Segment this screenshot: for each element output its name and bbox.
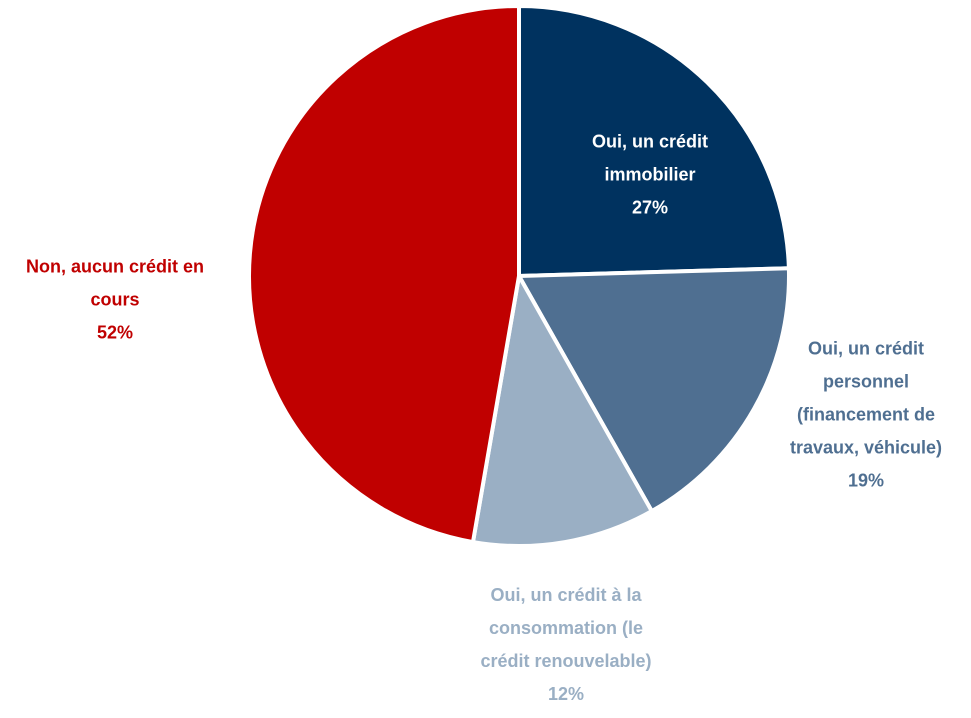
value-label: 27% <box>631 197 669 218</box>
pie-slice <box>517 3 791 279</box>
value-label: 19% <box>847 470 885 491</box>
value-label: 52% <box>96 322 134 343</box>
slice-label: Oui, un crédit à la consommation (le cré… <box>466 579 666 711</box>
category-label: Non, aucun crédit en cours <box>25 256 205 310</box>
category-label: Oui, un crédit à la consommation (le cré… <box>480 585 652 671</box>
slice-label: Non, aucun crédit en cours 52% <box>0 251 230 350</box>
category-label: Oui, un crédit personnel (financement de… <box>789 338 943 458</box>
value-label: 12% <box>547 684 585 704</box>
pie-slice <box>247 3 521 545</box>
slice-label: Oui, un crédit immobilier 27% <box>565 126 735 225</box>
pie-slice <box>470 270 655 548</box>
category-label: Oui, un crédit immobilier <box>591 131 708 185</box>
slice-label: Oui, un crédit personnel (financement de… <box>766 333 966 498</box>
pie-slice <box>515 266 791 514</box>
